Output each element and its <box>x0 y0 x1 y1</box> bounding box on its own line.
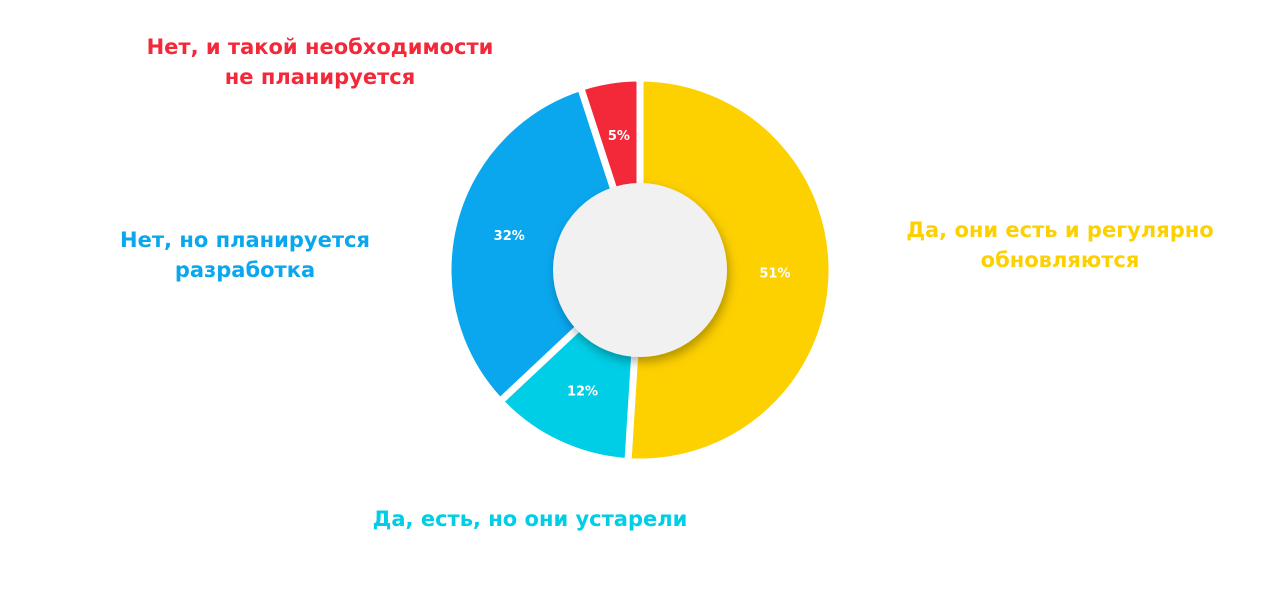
legend-label: Да, есть, но они устарели <box>372 507 688 531</box>
value-label: 12% <box>567 385 598 400</box>
value-label: 51% <box>759 267 790 282</box>
legend-label: Да, они есть и регулярно обновляются <box>906 218 1214 272</box>
legend-label: Нет, но планируется разработка <box>120 228 370 282</box>
value-label: 32% <box>494 229 525 244</box>
donut-hole <box>553 183 727 357</box>
legend-label: Нет, и такой необходимости не планируетс… <box>146 35 494 89</box>
value-label: 5% <box>608 129 630 144</box>
